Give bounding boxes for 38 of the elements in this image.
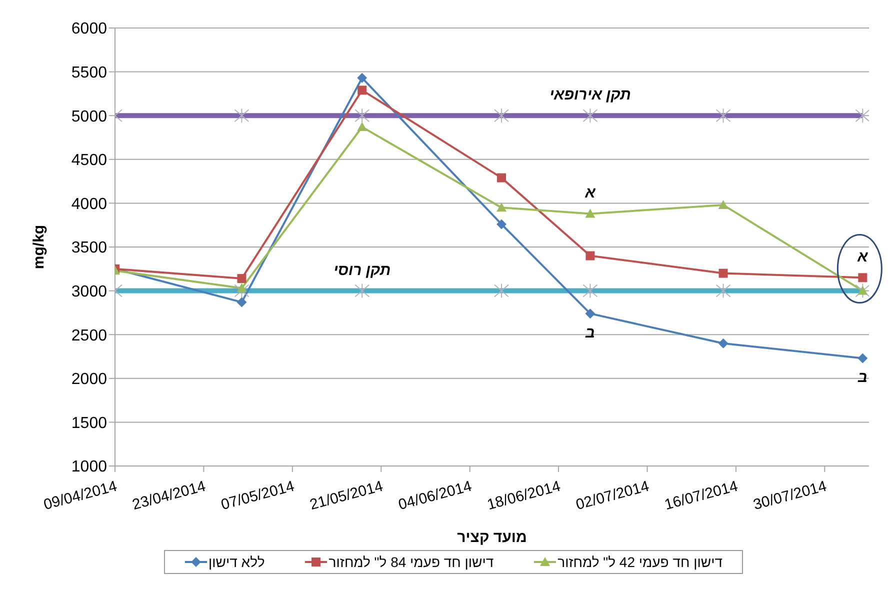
point (236, 297, 247, 308)
y-tick-label: 6000 (71, 20, 108, 38)
y-tick-label: 3500 (71, 240, 108, 257)
y-tick-label: 4000 (71, 196, 108, 213)
y-tick-label: 5500 (71, 64, 108, 82)
y-tick-label: 2000 (71, 371, 108, 388)
point (357, 122, 368, 131)
point (586, 251, 595, 260)
legend-label: דישון חד פעמי 42 ל" למחזור (558, 554, 722, 570)
point (718, 338, 728, 348)
point (858, 273, 868, 282)
x-axis-title: מועד קציר (457, 529, 527, 546)
point (237, 274, 246, 284)
y-tick-label: 4500 (71, 152, 108, 170)
y-tick-label: 2500 (71, 327, 108, 344)
point (718, 268, 728, 278)
annotation: ב (856, 369, 868, 386)
annotation: א (856, 248, 869, 266)
point (858, 353, 868, 364)
annotation: תקן אירופאי (549, 86, 631, 104)
annotation: ב (584, 324, 596, 342)
y-tick-label: 3000 (71, 283, 108, 300)
y-tick-label: 5000 (71, 108, 108, 126)
point (497, 173, 506, 182)
y-axis-title: mg/kg (30, 224, 48, 270)
point (357, 72, 368, 83)
annotation: תקן רוסי (334, 262, 391, 279)
point (585, 208, 596, 218)
point (585, 308, 596, 319)
y-tick-label: 1500 (71, 414, 108, 432)
point (496, 219, 507, 230)
point (718, 200, 728, 209)
point (358, 86, 367, 95)
y-tick-label: 1000 (71, 458, 108, 476)
legend-label: ללא דישון (208, 554, 265, 570)
point (496, 202, 507, 212)
annotation: א (584, 184, 596, 202)
legend-label: דישון חד פעמי 84 ל" למחזור (328, 554, 494, 570)
